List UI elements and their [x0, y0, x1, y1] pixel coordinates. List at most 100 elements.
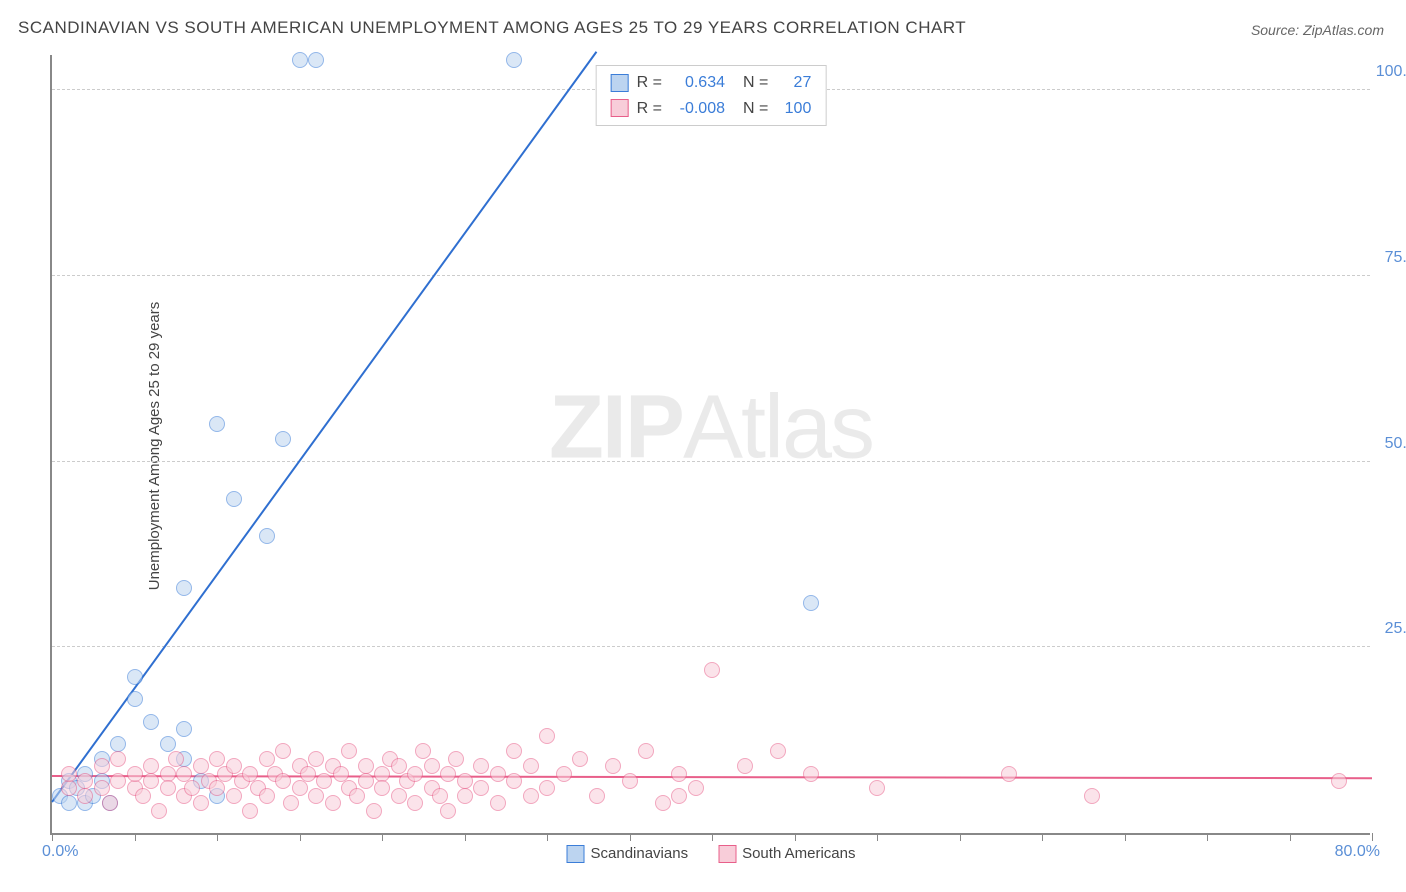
- data-point: [176, 766, 192, 782]
- data-point: [457, 773, 473, 789]
- correlation-stat-box: R =0.634N =27R =-0.008N =100: [596, 65, 827, 126]
- data-point: [292, 780, 308, 796]
- data-point: [226, 491, 242, 507]
- data-point: [209, 416, 225, 432]
- data-point: [94, 780, 110, 796]
- data-point: [1331, 773, 1347, 789]
- watermark-zip: ZIP: [549, 378, 683, 478]
- data-point: [589, 788, 605, 804]
- data-point: [275, 431, 291, 447]
- data-point: [448, 751, 464, 767]
- data-point: [226, 758, 242, 774]
- legend-label: South Americans: [742, 845, 855, 862]
- legend-item: Scandinavians: [567, 845, 689, 863]
- x-tick: [877, 833, 878, 841]
- data-point: [275, 773, 291, 789]
- data-point: [193, 795, 209, 811]
- data-point: [110, 736, 126, 752]
- data-point: [358, 773, 374, 789]
- data-point: [523, 758, 539, 774]
- data-point: [127, 766, 143, 782]
- data-point: [143, 773, 159, 789]
- data-point: [506, 743, 522, 759]
- x-tick: [217, 833, 218, 841]
- stat-r-value: -0.008: [670, 96, 725, 122]
- data-point: [226, 788, 242, 804]
- stat-n-value: 100: [776, 96, 811, 122]
- data-point: [432, 788, 448, 804]
- data-point: [671, 788, 687, 804]
- data-point: [283, 795, 299, 811]
- data-point: [803, 595, 819, 611]
- data-point: [292, 52, 308, 68]
- data-point: [151, 803, 167, 819]
- y-tick-label: 75.0%: [1375, 249, 1406, 267]
- data-point: [391, 788, 407, 804]
- data-point: [160, 736, 176, 752]
- stat-n-label: N =: [743, 96, 768, 122]
- data-point: [358, 758, 374, 774]
- data-point: [61, 766, 77, 782]
- data-point: [440, 766, 456, 782]
- data-point: [1084, 788, 1100, 804]
- x-tick: [1042, 833, 1043, 841]
- chart-title: SCANDINAVIAN VS SOUTH AMERICAN UNEMPLOYM…: [18, 18, 966, 38]
- data-point: [473, 780, 489, 796]
- data-point: [259, 528, 275, 544]
- data-point: [160, 766, 176, 782]
- stat-row: R =0.634N =27: [611, 70, 812, 96]
- data-point: [869, 780, 885, 796]
- data-point: [490, 795, 506, 811]
- data-point: [275, 743, 291, 759]
- data-point: [605, 758, 621, 774]
- data-point: [193, 758, 209, 774]
- data-point: [407, 795, 423, 811]
- data-point: [143, 714, 159, 730]
- stat-r-value: 0.634: [670, 70, 725, 96]
- data-point: [523, 788, 539, 804]
- data-point: [94, 758, 110, 774]
- x-axis-max-label: 80.0%: [1335, 843, 1380, 861]
- data-point: [556, 766, 572, 782]
- data-point: [184, 780, 200, 796]
- data-point: [176, 721, 192, 737]
- data-point: [374, 766, 390, 782]
- watermark: ZIPAtlas: [549, 377, 873, 480]
- data-point: [77, 788, 93, 804]
- data-point: [300, 766, 316, 782]
- data-point: [704, 662, 720, 678]
- legend: Scandinavians South Americans: [567, 845, 856, 863]
- stat-r-label: R =: [637, 70, 662, 96]
- x-tick: [382, 833, 383, 841]
- data-point: [506, 52, 522, 68]
- gridline: [52, 275, 1370, 276]
- data-point: [127, 691, 143, 707]
- x-tick: [547, 833, 548, 841]
- data-point: [242, 766, 258, 782]
- trendline: [51, 51, 597, 802]
- data-point: [110, 773, 126, 789]
- stat-row: R =-0.008N =100: [611, 96, 812, 122]
- x-tick: [1372, 833, 1373, 841]
- data-point: [349, 788, 365, 804]
- data-point: [143, 758, 159, 774]
- x-axis-min-label: 0.0%: [42, 843, 78, 861]
- data-point: [473, 758, 489, 774]
- data-point: [622, 773, 638, 789]
- data-point: [539, 780, 555, 796]
- data-point: [671, 766, 687, 782]
- data-point: [638, 743, 654, 759]
- data-point: [176, 580, 192, 596]
- data-point: [770, 743, 786, 759]
- data-point: [341, 743, 357, 759]
- stat-n-label: N =: [743, 70, 768, 96]
- watermark-atlas: Atlas: [683, 378, 873, 478]
- data-point: [160, 780, 176, 796]
- data-point: [316, 773, 332, 789]
- data-point: [135, 788, 151, 804]
- x-tick: [465, 833, 466, 841]
- x-tick: [960, 833, 961, 841]
- x-tick: [1125, 833, 1126, 841]
- gridline: [52, 646, 1370, 647]
- data-point: [209, 780, 225, 796]
